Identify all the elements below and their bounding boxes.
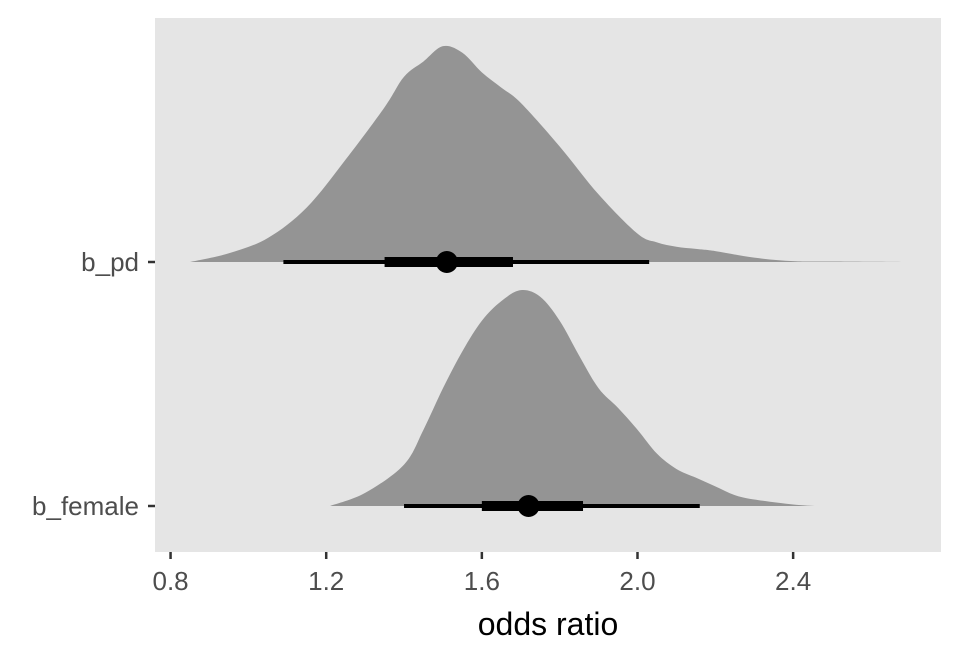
density-b-pd <box>190 45 910 262</box>
y-axis: b_pd b_female <box>32 247 155 521</box>
density-b-female <box>330 290 817 506</box>
x-axis: 0.8 1.2 1.6 2.0 2.4 <box>152 552 811 596</box>
point-estimate-b-female <box>517 495 540 517</box>
x-tick-label-0: 0.8 <box>152 566 188 596</box>
x-tick-label-3: 2.0 <box>619 566 655 596</box>
y-tick-label-b-female: b_female <box>32 491 139 521</box>
x-tick-label-1: 1.2 <box>308 566 344 596</box>
point-layer <box>435 251 540 517</box>
y-tick-label-b-pd: b_pd <box>81 247 139 277</box>
x-tick-label-2: 1.6 <box>464 566 500 596</box>
x-tick-label-4: 2.4 <box>775 566 811 596</box>
density-layer <box>190 45 910 506</box>
point-estimate-b-pd <box>435 251 458 273</box>
x-axis-title: odds ratio <box>478 606 619 642</box>
